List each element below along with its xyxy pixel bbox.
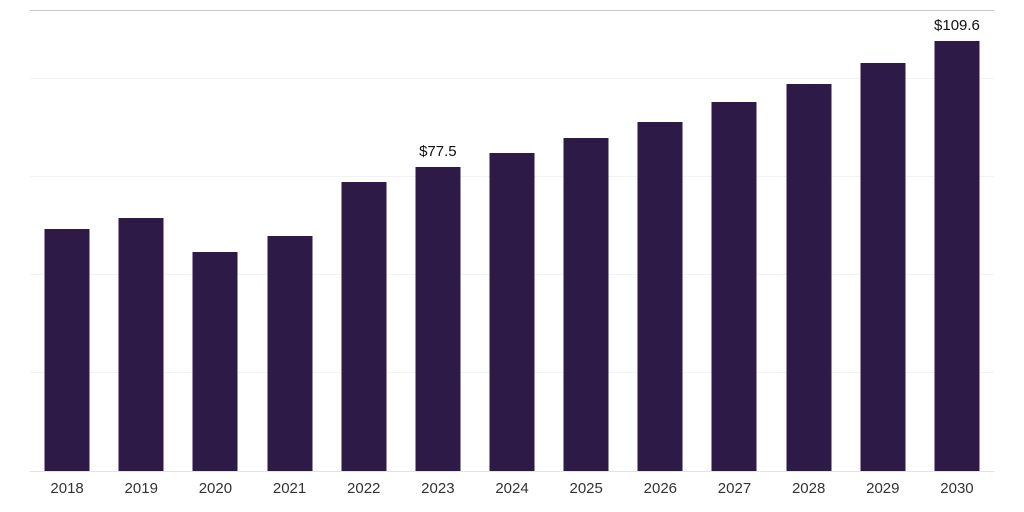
x-tick-label: 2018 (50, 480, 84, 497)
bar-2022 (341, 181, 387, 471)
bar-column (178, 11, 252, 471)
bar-column (104, 11, 178, 471)
bar-2023 (415, 166, 461, 471)
bar-2018 (44, 228, 90, 471)
x-tick-label: 2023 (421, 480, 455, 497)
x-tick-label: 2027 (717, 480, 752, 497)
x-tick-label: 2021 (272, 480, 307, 497)
x-tick-label: 2019 (124, 480, 158, 497)
bar-2021 (267, 236, 313, 471)
bar-2029 (860, 62, 906, 471)
x-tick-label: 2026 (643, 480, 678, 497)
bar-2019 (118, 217, 164, 471)
x-tick-label: 2020 (198, 480, 233, 497)
bar-column: $109.6 (920, 11, 994, 471)
bar-2027 (711, 101, 757, 471)
bar-column (772, 11, 846, 471)
plot-area: $77.5 $109.6 (30, 10, 994, 472)
bar-column (623, 11, 697, 471)
bar-2020 (192, 252, 238, 471)
bar-column (846, 11, 920, 471)
bar-2025 (563, 137, 609, 471)
gridline (30, 77, 994, 79)
bar-column (252, 11, 326, 471)
bar-column: $77.5 (401, 11, 475, 471)
bar-column (475, 11, 549, 471)
x-tick-label: 2022 (347, 480, 381, 497)
x-tick-label: 2025 (569, 480, 603, 497)
bar-column (549, 11, 623, 471)
bar-2026 (637, 121, 683, 471)
x-axis: 2018 2019 2020 2021 2022 2023 2024 2025 2026 2027… (30, 480, 994, 497)
bar-column (327, 11, 401, 471)
bar-value-label: $109.6 (934, 17, 980, 35)
bar-column (30, 11, 104, 471)
bar-2024 (489, 152, 535, 471)
x-tick-label: 2029 (866, 480, 900, 497)
x-tick-label: 2024 (495, 480, 529, 497)
bar-2028 (786, 84, 832, 471)
x-tick-label: 2028 (791, 480, 826, 497)
x-tick-label: 2030 (940, 480, 974, 497)
bar-2030 (934, 41, 980, 471)
bar-column (697, 11, 771, 471)
bar-value-label: $77.5 (419, 142, 457, 160)
bars-container: $77.5 $109.6 (30, 11, 994, 471)
